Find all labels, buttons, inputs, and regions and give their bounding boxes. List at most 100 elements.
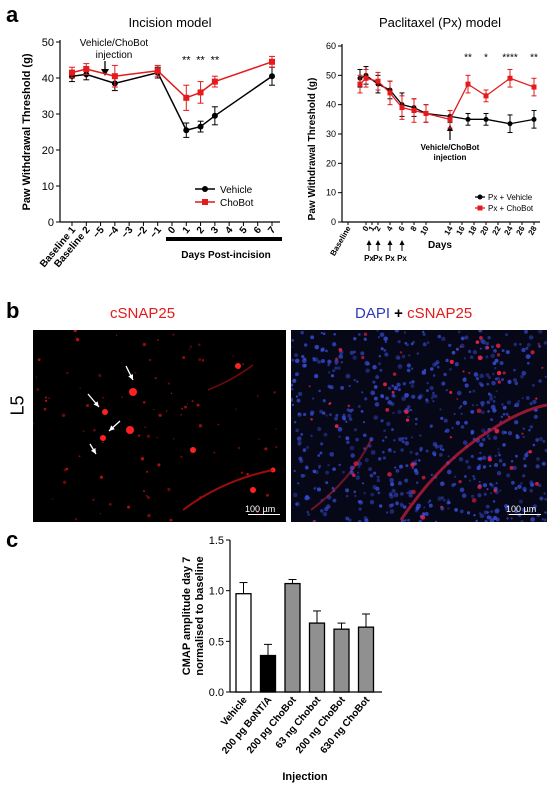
dapi-nucleus (303, 343, 308, 347)
dapi-nucleus (441, 448, 445, 452)
injection-annotation-line1: Vehicle/ChoBot (80, 38, 149, 49)
dapi-nucleus (411, 394, 416, 399)
dapi-nucleus (312, 357, 316, 362)
dapi-nucleus (440, 496, 444, 500)
red-speck (273, 391, 276, 394)
x-tick-label: Baseline (328, 224, 353, 257)
x-tick-label: 8 (409, 224, 419, 233)
dapi-nucleus (497, 451, 500, 454)
red-speck (237, 446, 241, 450)
dapi-nucleus (346, 440, 350, 445)
dapi-nucleus (395, 501, 399, 506)
dapi-nucleus (480, 383, 484, 387)
csnap25-signal (507, 513, 509, 516)
csnap25-signal (459, 345, 462, 348)
dapi-nucleus (394, 330, 400, 333)
red-speck (148, 358, 152, 362)
dapi-nucleus (332, 342, 337, 347)
dapi-nucleus (480, 410, 485, 415)
dapi-nucleus (293, 469, 296, 473)
dapi-nucleus (479, 442, 484, 447)
dapi-nucleus (432, 374, 436, 377)
dapi-nucleus (521, 347, 526, 353)
dapi-nucleus (397, 481, 403, 486)
dapi-nucleus (506, 473, 511, 478)
dapi-nucleus (348, 417, 353, 421)
dapi-nucleus (495, 390, 498, 393)
dapi-nucleus (525, 396, 530, 400)
csnap25-signal (421, 475, 426, 480)
dapi-nucleus (507, 431, 513, 436)
dapi-nucleus (466, 511, 471, 515)
dapi-nucleus (513, 378, 518, 383)
red-speck (147, 514, 151, 518)
red-fiber (207, 364, 254, 391)
dapi-nucleus (397, 388, 401, 392)
dapi-nucleus (291, 397, 294, 403)
dapi-nucleus (322, 411, 326, 415)
dapi-nucleus (460, 412, 463, 415)
dapi-nucleus (463, 475, 467, 479)
dapi-nucleus (491, 372, 495, 376)
red-fiber (310, 439, 372, 511)
dapi-nucleus (471, 404, 475, 407)
injection-annotation-line1: Vehicle/ChoBot (421, 143, 480, 152)
dapi-nucleus (434, 520, 438, 522)
csnap25-signal (486, 346, 490, 350)
y-tick-label: 0.5 (209, 636, 224, 648)
csnap25-signal (352, 473, 356, 478)
data-point (69, 69, 75, 76)
dapi-nucleus (297, 442, 301, 447)
red-speck (108, 502, 112, 506)
px-label: Px (373, 254, 383, 263)
data-point (507, 121, 513, 127)
dapi-nucleus (496, 471, 502, 476)
dapi-nucleus (362, 420, 366, 424)
dapi-nucleus (298, 456, 303, 461)
significance-marker: ** (530, 53, 538, 64)
dapi-nucleus (374, 402, 380, 407)
dapi-nucleus (373, 471, 377, 475)
dapi-nucleus (342, 413, 346, 417)
data-point (483, 93, 489, 99)
dapi-nucleus (447, 507, 450, 510)
dapi-nucleus (481, 437, 486, 442)
dapi-nucleus (520, 519, 524, 522)
dapi-nucleus (404, 441, 410, 446)
data-point (363, 75, 369, 81)
dapi-nucleus (294, 353, 299, 358)
dapi-nucleus (360, 351, 365, 356)
injection-annotation-line2: injection (96, 50, 133, 61)
series-line-chobot (359, 77, 535, 121)
dapi-nucleus (536, 457, 540, 461)
dapi-nucleus (443, 372, 447, 377)
dapi-nucleus (491, 345, 494, 349)
x-tick-label: 14 (442, 224, 455, 237)
dapi-nucleus (404, 478, 409, 483)
dapi-nucleus (386, 421, 391, 427)
x-tick-label: 7 (266, 225, 278, 237)
red-speck (146, 434, 151, 438)
dapi-nucleus (439, 444, 443, 449)
dapi-nucleus (388, 492, 393, 497)
dapi-nucleus (544, 511, 547, 514)
dapi-nucleus (489, 518, 495, 522)
dapi-nucleus (303, 363, 307, 368)
dapi-nucleus (442, 498, 446, 502)
dapi-nucleus (291, 338, 295, 342)
dapi-nucleus (369, 473, 374, 478)
red-speck (115, 334, 118, 336)
dapi-nucleus (377, 362, 382, 366)
dapi-nucleus (514, 381, 519, 386)
red-speck (201, 359, 205, 362)
dapi-nucleus (425, 389, 429, 393)
csnap25-signal (328, 402, 331, 406)
dapi-nucleus (406, 491, 410, 495)
dapi-nucleus (413, 468, 418, 473)
dapi-nucleus (530, 511, 533, 514)
dapi-nucleus (485, 341, 489, 346)
red-speck (92, 498, 95, 501)
x-tick-label: 2 (195, 225, 207, 237)
dapi-nucleus (357, 519, 362, 522)
red-speck (157, 463, 161, 467)
